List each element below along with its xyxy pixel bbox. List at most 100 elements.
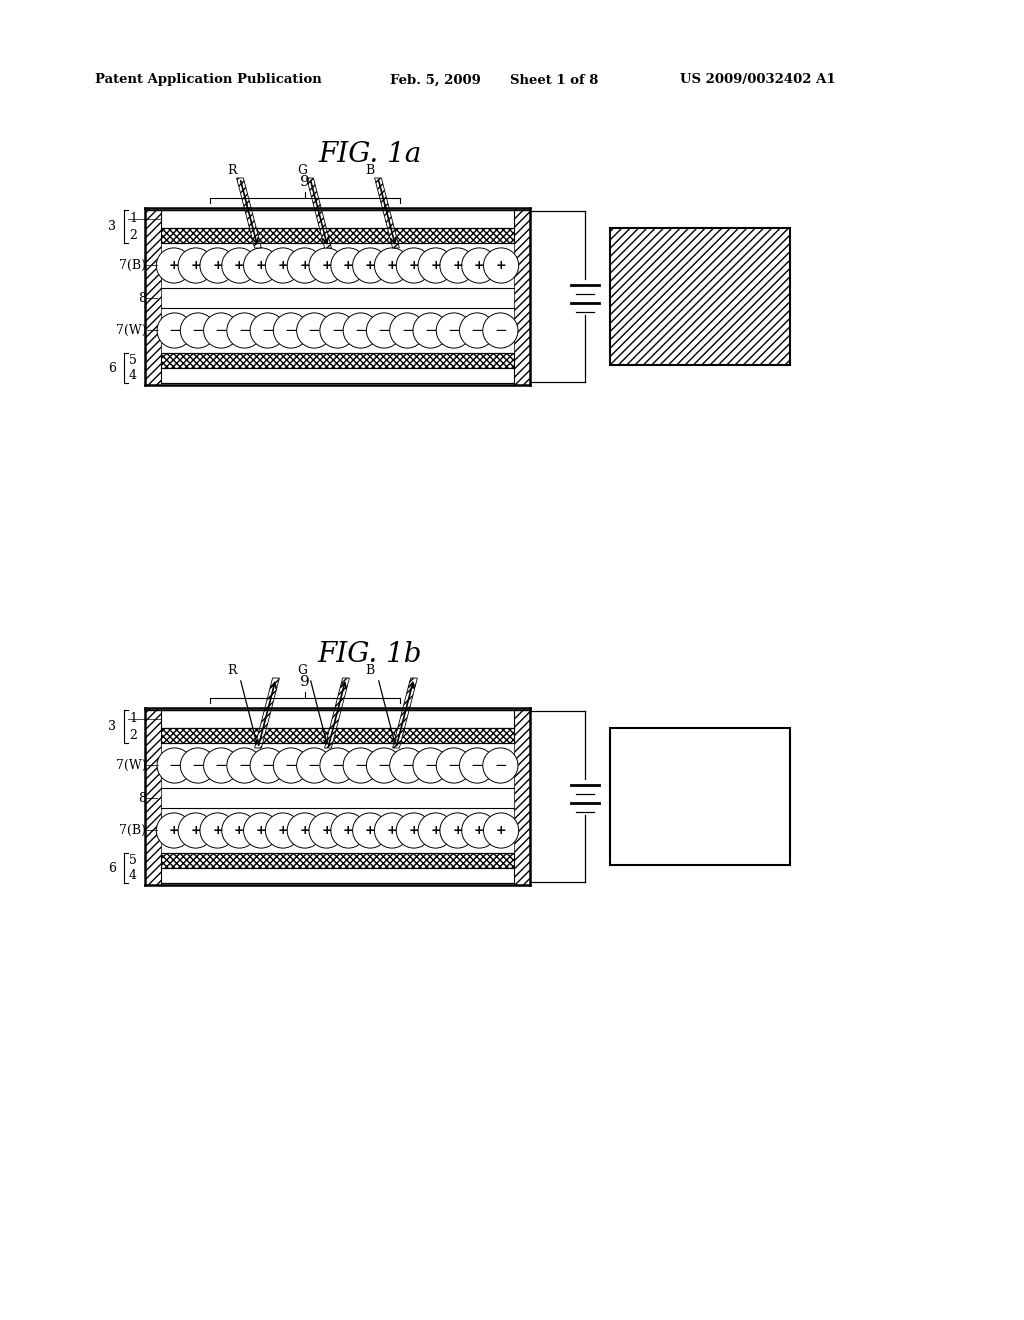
Circle shape [265,813,301,849]
Text: −: − [494,758,507,774]
Bar [145,708,161,884]
Circle shape [287,248,323,282]
Text: 7(B)—: 7(B)— [120,259,159,272]
Text: +: + [322,824,332,837]
Circle shape [343,313,378,348]
Text: +: + [212,824,223,837]
Text: +: + [496,824,507,837]
Circle shape [227,313,262,348]
Text: −: − [331,323,344,338]
Text: −: − [285,323,297,338]
Text: −: − [494,323,507,338]
Text: −: − [378,323,390,338]
Text: 5: 5 [129,354,137,367]
Text: −: − [238,323,251,338]
Bar [145,209,161,385]
Text: +: + [474,824,484,837]
Text: +: + [299,824,310,837]
Circle shape [180,313,215,348]
Polygon shape [237,178,261,248]
Polygon shape [375,178,399,248]
Circle shape [331,813,366,849]
Text: +: + [278,824,289,837]
Text: 7(B)—: 7(B)— [120,824,159,837]
Circle shape [343,748,378,783]
Text: Patent Application Publication: Patent Application Publication [95,74,322,87]
Bar [161,710,514,729]
Text: 1: 1 [129,713,137,726]
Text: B: B [366,664,375,676]
Text: +: + [256,824,266,837]
Circle shape [319,748,355,783]
Circle shape [436,748,471,783]
Text: +: + [299,259,310,272]
Circle shape [390,748,425,783]
Text: Feb. 5, 2009: Feb. 5, 2009 [390,74,481,87]
Circle shape [396,813,431,849]
Bar [161,729,514,743]
Circle shape [204,313,239,348]
Text: −: − [191,758,204,774]
Text: +: + [322,259,332,272]
Text: +: + [496,259,507,272]
Text: −: − [354,758,368,774]
Circle shape [157,748,193,783]
Polygon shape [306,178,332,248]
Circle shape [483,248,519,282]
Text: −: − [354,323,368,338]
Text: −: − [378,758,390,774]
Text: −: − [308,323,321,338]
Circle shape [418,813,454,849]
Bar [610,228,790,366]
Circle shape [482,748,518,783]
Text: +: + [409,824,419,837]
Text: 3: 3 [108,719,116,733]
Text: +: + [234,824,245,837]
Bar [161,228,514,243]
Circle shape [297,748,332,783]
Text: −: − [308,758,321,774]
Circle shape [482,313,518,348]
Text: +: + [453,259,463,272]
Text: +: + [365,824,376,837]
Text: +: + [365,259,376,272]
Text: +: + [430,824,441,837]
Bar [161,210,514,228]
Text: B: B [366,164,375,177]
Circle shape [483,813,519,849]
Circle shape [227,748,262,783]
Circle shape [462,813,497,849]
Text: 7(W)—: 7(W)— [116,323,159,337]
Text: −: − [331,758,344,774]
Text: 8—: 8— [138,792,159,804]
Text: +: + [409,259,419,272]
Text: −: − [285,758,297,774]
Circle shape [200,813,236,849]
Circle shape [367,748,401,783]
Circle shape [352,813,388,849]
Circle shape [178,248,213,282]
Text: −: − [191,323,204,338]
Text: FIG. 1b: FIG. 1b [317,642,422,668]
Text: +: + [453,824,463,837]
Polygon shape [392,678,418,748]
Text: 2: 2 [129,729,137,742]
Circle shape [273,313,308,348]
Text: G: G [297,664,307,676]
Text: 4: 4 [129,370,137,381]
Circle shape [178,813,213,849]
Text: −: − [447,758,460,774]
Text: −: − [471,758,483,774]
Circle shape [273,748,308,783]
Text: 9: 9 [300,675,310,689]
Text: 1: 1 [129,213,137,226]
Circle shape [265,248,301,282]
Text: 5: 5 [129,854,137,867]
Circle shape [352,248,388,282]
Circle shape [436,313,471,348]
Text: −: − [447,323,460,338]
Circle shape [418,248,454,282]
Circle shape [440,248,475,282]
Circle shape [309,813,344,849]
Circle shape [460,313,495,348]
